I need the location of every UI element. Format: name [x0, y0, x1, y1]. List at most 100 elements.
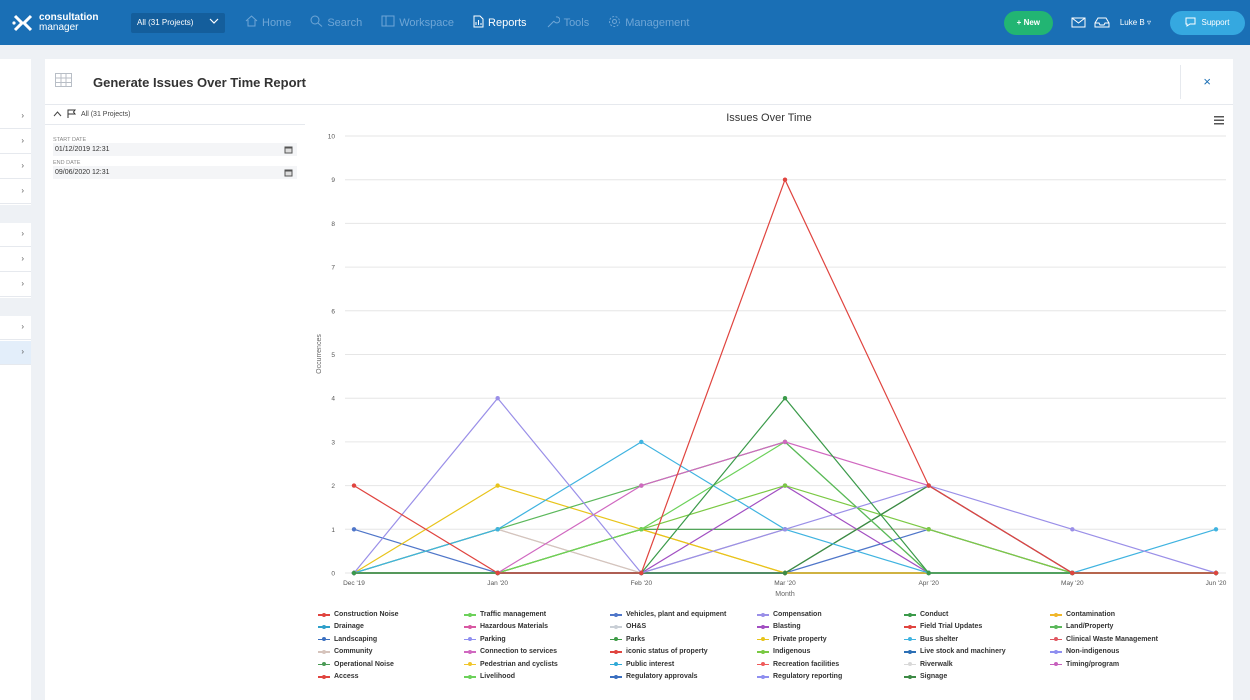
legend-item[interactable]: Timing/program	[1050, 661, 1119, 668]
legend-item[interactable]: Traffic management	[464, 611, 546, 618]
data-point[interactable]	[639, 483, 644, 488]
data-point[interactable]	[1213, 570, 1219, 576]
legend-item[interactable]: Parking	[464, 636, 506, 643]
data-point[interactable]	[782, 396, 788, 401]
series-construction-noise[interactable]	[351, 177, 1219, 576]
start-date-field[interactable]: 01/12/2019 12:31	[53, 143, 297, 156]
mail-icon[interactable]	[1071, 17, 1086, 28]
legend-item[interactable]: Contamination	[1050, 611, 1115, 618]
data-point[interactable]	[782, 483, 788, 488]
data-point[interactable]	[782, 439, 788, 445]
legend-item[interactable]: Vehicles, plant and equipment	[610, 611, 726, 618]
legend-item[interactable]: Signage	[904, 673, 947, 680]
legend-item[interactable]: Land/Property	[1050, 623, 1113, 630]
data-point[interactable]	[351, 570, 357, 576]
data-point[interactable]	[1213, 527, 1219, 532]
legend-item[interactable]: Drainage	[318, 623, 364, 630]
data-point[interactable]	[926, 527, 931, 532]
legend-item[interactable]: Clinical Waste Management	[1050, 636, 1158, 643]
nav-workspace[interactable]: Workspace	[381, 15, 454, 30]
data-point[interactable]	[351, 527, 357, 532]
series-traffic-management[interactable]	[351, 439, 1219, 576]
series-land-property[interactable]	[351, 439, 1219, 576]
support-button[interactable]: Support	[1170, 10, 1245, 35]
inbox-icon[interactable]	[1094, 17, 1110, 28]
list-item[interactable]: ›	[0, 155, 31, 179]
data-point[interactable]	[1070, 570, 1075, 576]
legend-item[interactable]: Construction Noise	[318, 611, 399, 618]
chevron-right-icon: ›	[21, 322, 24, 331]
list-item[interactable]: ›	[0, 223, 31, 247]
legend-item[interactable]: Operational Noise	[318, 661, 394, 668]
app-logo[interactable]: consultation manager	[12, 12, 122, 34]
chevron-up-icon	[53, 110, 62, 119]
end-date-field[interactable]: 09/06/2020 12:31	[53, 166, 297, 179]
list-item[interactable]: ›	[0, 273, 31, 297]
legend-item[interactable]: Regulatory reporting	[757, 673, 842, 680]
calendar-icon[interactable]	[284, 145, 293, 156]
data-point[interactable]	[639, 570, 644, 576]
legend-item[interactable]: Riverwalk	[904, 661, 953, 668]
user-menu[interactable]: Luke B ▿	[1120, 18, 1151, 27]
legend-label: Pedestrian and cyclists	[480, 660, 558, 668]
legend-item[interactable]: OH&S	[610, 623, 646, 630]
legend-item[interactable]: Parks	[610, 636, 645, 643]
data-point[interactable]	[495, 396, 500, 401]
calendar-icon[interactable]	[284, 168, 293, 179]
list-item[interactable]: ›	[0, 105, 31, 129]
legend-item[interactable]: Access	[318, 673, 359, 680]
nav-tools-label: Tools	[563, 16, 590, 29]
legend-item[interactable]: Non-indigenous	[1050, 648, 1119, 655]
list-item[interactable]: ›	[0, 180, 31, 204]
legend-swatch	[904, 623, 916, 630]
series-line	[354, 528, 1216, 574]
series-connection-to-services[interactable]	[351, 439, 1219, 576]
nav-search[interactable]: Search	[310, 15, 362, 30]
data-point[interactable]	[782, 570, 788, 576]
data-point[interactable]	[495, 570, 500, 576]
nav-reports[interactable]: Reports	[473, 15, 527, 31]
project-selector[interactable]: All (31 Projects)	[131, 12, 225, 33]
legend-item[interactable]: Pedestrian and cyclists	[464, 661, 558, 668]
legend-item[interactable]: Field Trial Updates	[904, 623, 982, 630]
nav-management[interactable]: Management	[608, 15, 689, 31]
list-item[interactable]: ›	[0, 316, 31, 340]
legend-item[interactable]: Compensation	[757, 611, 822, 618]
legend-item[interactable]: Bus shelter	[904, 636, 958, 643]
new-button[interactable]: + New	[1003, 10, 1053, 35]
data-point[interactable]	[1070, 527, 1075, 532]
legend-label: Signage	[920, 673, 948, 680]
list-item[interactable]: ›	[0, 248, 31, 272]
legend-item[interactable]: Livelihood	[464, 673, 515, 680]
data-point[interactable]	[782, 527, 788, 532]
legend-item[interactable]: Public interest	[610, 661, 674, 668]
data-point[interactable]	[782, 177, 788, 182]
legend-item[interactable]: Connection to services	[464, 648, 557, 655]
legend-item[interactable]: iconic status of property	[610, 648, 708, 655]
data-point[interactable]	[926, 570, 931, 576]
series-bus-shelter[interactable]	[351, 439, 1219, 576]
legend-item[interactable]: Conduct	[904, 611, 948, 618]
legend-item[interactable]: Landscaping	[318, 636, 377, 643]
data-point[interactable]	[495, 527, 500, 532]
data-point[interactable]	[639, 439, 644, 445]
chart-menu-icon[interactable]	[1214, 116, 1224, 125]
legend-item[interactable]: Indigenous	[757, 648, 810, 655]
legend-item[interactable]: Live stock and machinery	[904, 648, 1006, 655]
nav-home[interactable]: Home	[245, 15, 291, 30]
legend-item[interactable]: Private property	[757, 636, 827, 643]
scope-filter-header[interactable]: All (31 Projects)	[45, 105, 305, 125]
data-point[interactable]	[926, 483, 931, 488]
list-item[interactable]: ›	[0, 130, 31, 154]
legend-item[interactable]: Community	[318, 648, 373, 655]
legend-item[interactable]: Recreation facilities	[757, 661, 839, 668]
nav-tools[interactable]: Tools	[546, 15, 590, 31]
legend-item[interactable]: Blasting	[757, 623, 801, 630]
data-point[interactable]	[495, 483, 500, 488]
data-point[interactable]	[351, 483, 357, 488]
list-item-selected[interactable]: ›	[0, 341, 31, 365]
legend-item[interactable]: Hazardous Materials	[464, 623, 548, 630]
legend-item[interactable]: Regulatory approvals	[610, 673, 698, 680]
data-point[interactable]	[639, 527, 644, 532]
close-button[interactable]: ×	[1203, 74, 1211, 89]
